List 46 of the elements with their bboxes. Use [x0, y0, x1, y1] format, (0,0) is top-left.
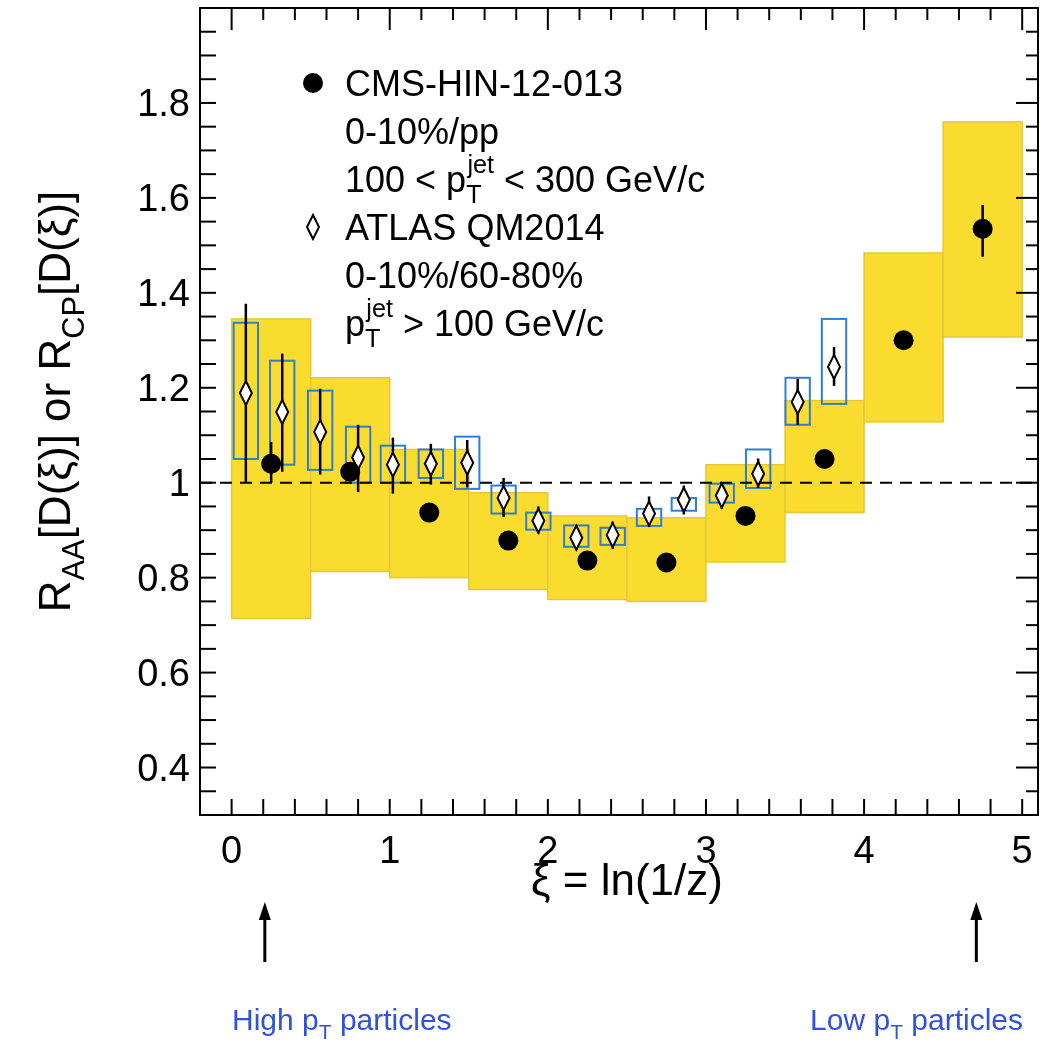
bar: [454, 435, 481, 490]
point: [340, 461, 361, 482]
bar: [232, 321, 260, 460]
y-tick-label: 0.6: [137, 651, 190, 694]
bar: [820, 317, 848, 405]
bar: [635, 507, 663, 527]
point: [972, 218, 993, 239]
point: [814, 448, 835, 469]
annotation: 0-10%/pp: [345, 111, 500, 152]
legend-label: ATLAS QM2014: [345, 207, 605, 248]
bar: [269, 359, 296, 466]
annotation: p$_{T}$$^{jet}$ > 100 GeV/c: [345, 294, 605, 353]
y-tick-label: 0.4: [137, 746, 190, 789]
legend-label: CMS-HIN-12-013: [345, 63, 624, 104]
point: [656, 552, 677, 573]
point: [735, 505, 756, 526]
y-tick-label: 0.8: [137, 556, 190, 599]
annotation: 0-10%/60-80%: [345, 255, 584, 296]
y-tick-label: 1.4: [137, 271, 190, 314]
x-tick-label: 1: [379, 829, 401, 871]
x-tick-label: 5: [1011, 829, 1033, 871]
y-tick-label: 1.6: [137, 176, 190, 219]
point: [498, 530, 519, 551]
bar: [344, 425, 372, 484]
y-tick-label: 1: [168, 461, 190, 504]
bar: [563, 524, 590, 548]
point: [261, 453, 282, 474]
bar: [379, 444, 407, 484]
point: [577, 550, 598, 571]
text: Low p$_{T}$ particles: [810, 1003, 1023, 1043]
bar: [708, 482, 735, 504]
point: [893, 330, 914, 351]
bar: [525, 511, 552, 531]
bar: [670, 496, 697, 512]
bar: [306, 389, 334, 471]
point: [419, 502, 440, 523]
bar: [599, 526, 626, 546]
text: High p$_{T}$ particles: [232, 1003, 452, 1043]
bar: [784, 376, 811, 426]
y-tick-label: 1.8: [137, 81, 190, 124]
x-tick-label: 4: [853, 829, 875, 871]
bar: [744, 448, 772, 489]
bar: [490, 484, 517, 515]
bar: [417, 448, 445, 479]
x-tick-label: 0: [221, 829, 243, 871]
y-tick-label: 1.2: [137, 366, 190, 409]
